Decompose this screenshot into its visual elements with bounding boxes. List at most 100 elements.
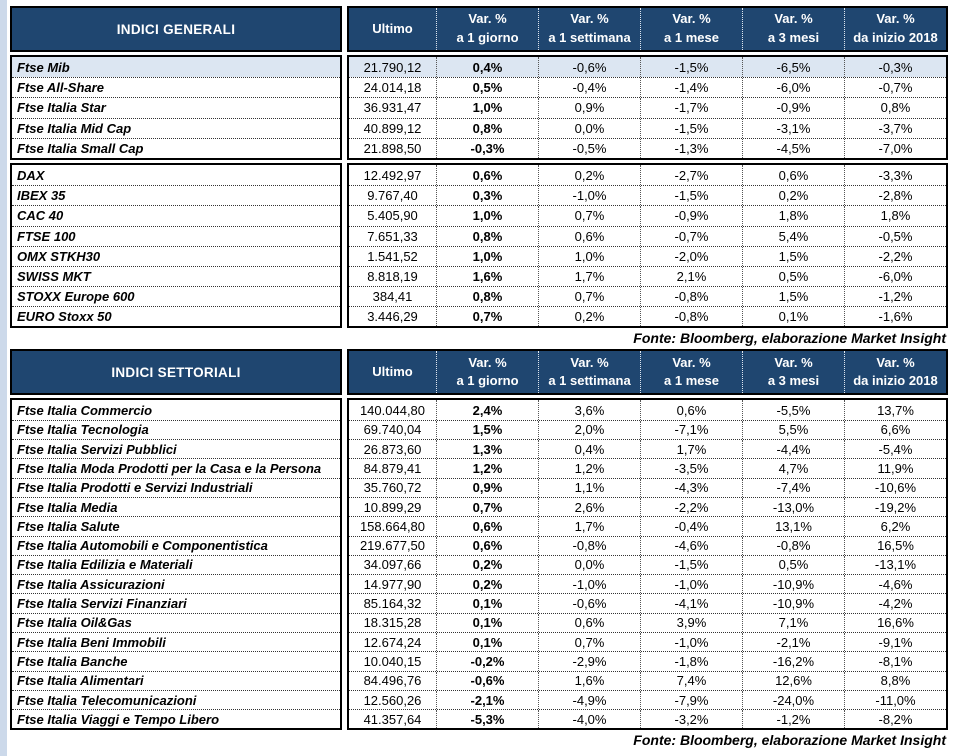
cell-ultimo: 69.740,04 [363, 422, 422, 438]
cell-var-1-settimana: -1,0% [538, 186, 640, 206]
index-values-row: 1.541,52 1,0% 1,0% -2,0% 1,5% -2,2% [349, 245, 946, 266]
cell-var-1-giorno: -0,3% [436, 138, 538, 158]
index-name: Ftse Italia Media [17, 499, 118, 515]
index-name: Ftse Italia Servizi Finanziari [17, 596, 187, 612]
cell-var-3-mesi: 0,2% [742, 186, 844, 206]
source-note: Fonte: Bloomberg, elaborazione Market In… [633, 732, 946, 749]
cell-ultimo: 40.899,12 [363, 120, 422, 136]
cell-var-1-settimana: 0,7% [538, 287, 640, 307]
cell-var-1-giorno: 2,4% [436, 400, 538, 420]
index-name: Ftse Italia Moda Prodotti per la Casa e … [17, 460, 322, 476]
cell-var-1-mese: -0,8% [640, 287, 742, 307]
index-values-row: 10.040,15 -0,2% -2,9% -1,8% -16,2% -8,1% [349, 651, 946, 671]
index-name: CAC 40 [17, 208, 64, 224]
index-name: Ftse Mib [17, 59, 70, 75]
column-header-ultimo: Ultimo [349, 8, 436, 50]
cell-var-3-mesi: -10,9% [742, 575, 844, 594]
cell-var-1-mese: 0,6% [640, 400, 742, 420]
cell-var-1-settimana: 0,2% [538, 307, 640, 327]
index-values-row: 35.760,72 0,9% 1,1% -4,3% -7,4% -10,6% [349, 477, 946, 497]
cell-ultimo: 3.446,29 [367, 309, 418, 325]
cell-ultimo: 41.357,64 [363, 711, 422, 727]
cell-var-1-settimana: -0,8% [538, 536, 640, 555]
index-label-row: IBEX 35 [12, 185, 340, 205]
cell-ultimo: 18.315,28 [363, 615, 422, 631]
cell-var-1-settimana: 1,7% [538, 266, 640, 287]
index-label-row: Ftse Italia Small Cap [12, 137, 340, 158]
index-label-row: Ftse Italia Viaggi e Tempo Libero [12, 709, 340, 728]
index-label-row: Ftse Italia Alimentari [12, 670, 340, 690]
index-label-row: Ftse Italia Tecnologia [12, 419, 340, 439]
index-values-row: 5.405,90 1,0% 0,7% -0,9% 1,8% 1,8% [349, 205, 946, 226]
cell-var-1-settimana: 0,6% [538, 226, 640, 246]
column-header-var-1-giorno: Var. % a 1 giorno [436, 351, 538, 394]
column-header-line1: Var. % [570, 354, 609, 370]
cell-var-da-inizio-2018: -19,2% [844, 497, 946, 517]
index-label-row: Ftse Italia Assicurazioni [12, 574, 340, 593]
cell-var-1-settimana: 1,7% [538, 517, 640, 536]
index-label-row: STOXX Europe 600 [12, 286, 340, 306]
cell-var-1-mese: -2,2% [640, 497, 742, 517]
cell-var-1-settimana: 1,2% [538, 459, 640, 478]
cell-var-da-inizio-2018: -11,0% [844, 690, 946, 710]
cell-var-1-mese: -1,5% [640, 555, 742, 575]
index-name: Ftse Italia Servizi Pubblici [17, 441, 177, 457]
column-header-line1: Var. % [468, 354, 507, 370]
header-row: INDICI GENERALI Ultimo Var. % a 1 giorno Var… [10, 6, 948, 52]
column-header-var-1-settimana: Var. % a 1 settimana [538, 8, 640, 50]
index-name: Ftse Italia Tecnologia [17, 422, 149, 438]
index-values-row: 8.818,19 1,6% 1,7% 2,1% 0,5% -6,0% [349, 265, 946, 287]
index-label-row: Ftse Italia Telecomunicazioni [12, 689, 340, 709]
cell-var-1-giorno: 1,5% [436, 420, 538, 440]
cell-var-1-giorno: 0,6% [436, 536, 538, 555]
column-header-var-1-mese: Var. % a 1 mese [640, 8, 742, 50]
section-row: Ftse Mib Ftse All-Share Ftse Italia Star Ft… [10, 55, 948, 160]
cell-var-1-settimana: 0,6% [538, 613, 640, 632]
column-header-line2: da inizio 2018 [853, 30, 938, 45]
index-name: Ftse All-Share [17, 80, 104, 96]
cell-var-1-mese: -1,5% [640, 186, 742, 206]
index-name: Ftse Italia Star [17, 100, 106, 116]
index-name: Ftse Italia Prodotti e Servizi Industria… [17, 480, 253, 496]
column-header-line1: Ultimo [372, 364, 413, 380]
cell-var-da-inizio-2018: -2,2% [844, 246, 946, 266]
index-label-row: FTSE 100 [12, 225, 340, 246]
cell-var-da-inizio-2018: -0,5% [844, 226, 946, 246]
cell-var-da-inizio-2018: 1,8% [844, 206, 946, 226]
cell-var-da-inizio-2018: 8,8% [844, 671, 946, 690]
cell-var-1-giorno: -0,6% [436, 671, 538, 690]
column-header-line1: Var. % [876, 354, 915, 370]
cell-ultimo: 34.097,66 [363, 557, 422, 573]
column-header-var-3-mesi: Var. % a 3 mesi [742, 8, 844, 50]
cell-var-da-inizio-2018: -10,6% [844, 478, 946, 497]
index-label-row: Ftse Italia Moda Prodotti per la Casa e … [12, 458, 340, 477]
index-values-row: 18.315,28 0,1% 0,6% 3,9% 7,1% 16,6% [349, 612, 946, 632]
cell-var-1-settimana: 2,6% [538, 497, 640, 517]
index-label-row: EURO Stoxx 50 [12, 306, 340, 326]
index-label-row: Ftse All-Share [12, 77, 340, 97]
cell-var-3-mesi: -5,5% [742, 400, 844, 420]
cell-var-1-mese: -3,5% [640, 459, 742, 478]
cell-ultimo: 24.014,18 [363, 80, 422, 96]
cell-var-1-mese: -7,1% [640, 420, 742, 440]
table-title-cell: INDICI GENERALI [10, 6, 342, 52]
index-values-row: 12.674,24 0,1% 0,7% -1,0% -2,1% -9,1% [349, 632, 946, 652]
index-name: OMX STKH30 [17, 248, 101, 264]
cell-var-1-giorno: 0,1% [436, 594, 538, 613]
index-label-row: Ftse Italia Salute [12, 516, 340, 535]
cell-var-3-mesi: -0,9% [742, 98, 844, 118]
cell-var-1-giorno: 1,6% [436, 266, 538, 287]
index-values-row: 85.164,32 0,1% -0,6% -4,1% -10,9% -4,2% [349, 593, 946, 613]
cell-var-1-settimana: 0,2% [538, 164, 640, 186]
cell-ultimo: 14.977,90 [363, 576, 422, 592]
index-values-row: 21.898,50 -0,3% -0,5% -1,3% -4,5% -7,0% [349, 137, 946, 158]
index-name: Ftse Italia Automobili e Componentistica [17, 538, 268, 554]
column-header-line2: a 1 settimana [548, 373, 631, 389]
cell-ultimo: 9.767,40 [367, 188, 418, 204]
column-header-var-da-inizio-2018: Var. % da inizio 2018 [844, 8, 946, 50]
source-note: Fonte: Bloomberg, elaborazione Market In… [633, 330, 946, 347]
table-title: INDICI SETTORIALI [111, 364, 241, 380]
cell-var-3-mesi: 5,4% [742, 226, 844, 246]
index-name: FTSE 100 [17, 228, 76, 244]
cell-var-3-mesi: 0,5% [742, 555, 844, 575]
